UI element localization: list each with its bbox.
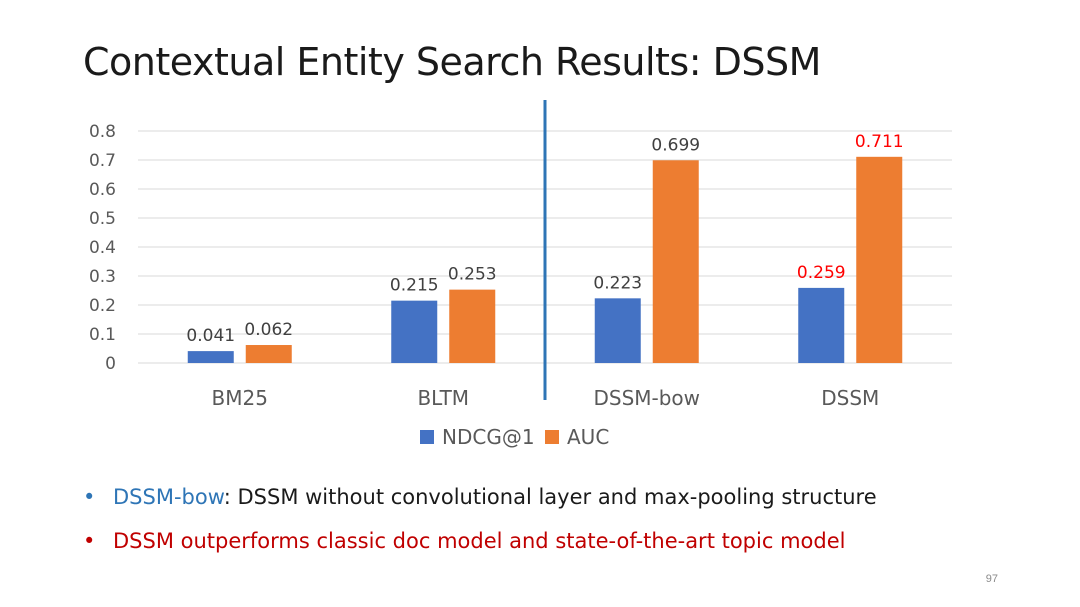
bar-auc <box>245 345 292 363</box>
x-tick-label: DSSM <box>821 386 879 410</box>
bullet-dot-icon: • <box>83 485 96 509</box>
legend-swatch <box>545 430 559 444</box>
bullet-item-dssm-bow: • DSSM-bow: DSSM without convolutional l… <box>83 482 877 512</box>
bullet-list: • DSSM-bow: DSSM without convolutional l… <box>83 482 877 570</box>
y-tick-label: 0.2 <box>89 296 116 316</box>
y-tick-label: 0 <box>105 354 116 374</box>
bar-auc <box>856 156 903 363</box>
x-tick-label: BM25 <box>212 386 268 410</box>
legend-swatch <box>420 430 434 444</box>
bullet-dot-icon: • <box>83 529 96 553</box>
data-label: 0.253 <box>448 265 497 285</box>
y-tick-label: 0.4 <box>89 238 116 258</box>
bar-chart: 0 0.1 0.2 0.3 0.4 0.5 0.6 0.7 0.8 0.041 0.062 BM25 0… <box>89 100 952 449</box>
data-label: 0.699 <box>651 135 700 155</box>
x-tick-label: BLTM <box>417 386 469 410</box>
y-tick-label: 0.3 <box>89 267 116 287</box>
page-number: 97 <box>985 573 998 585</box>
bar-ndcg-1 <box>594 298 641 363</box>
bullet-item-dssm-outperforms: • DSSM outperforms classic doc model and… <box>83 526 877 556</box>
bar-ndcg-1 <box>798 287 845 363</box>
data-label: 0.041 <box>186 326 235 346</box>
data-label: 0.259 <box>797 263 846 283</box>
y-tick-label: 0.1 <box>89 325 116 345</box>
bar-ndcg-1 <box>187 351 234 363</box>
data-label: 0.062 <box>244 320 293 340</box>
y-tick-label: 0.8 <box>89 122 116 142</box>
bullet-keyword: DSSM-bow <box>113 485 224 509</box>
y-tick-label: 0.6 <box>89 180 116 200</box>
legend-label: AUC <box>567 425 609 449</box>
bullet-text: DSSM outperforms classic doc model and s… <box>113 529 846 553</box>
bar-ndcg-1 <box>391 300 438 363</box>
bar-auc <box>652 160 699 363</box>
data-label: 0.215 <box>390 276 439 296</box>
y-tick-label: 0.5 <box>89 209 116 229</box>
legend-label: NDCG@1 <box>442 425 535 449</box>
x-tick-label: DSSM-bow <box>593 386 700 410</box>
bullet-text: : DSSM without convolutional layer and m… <box>223 485 877 509</box>
data-label: 0.711 <box>855 132 904 152</box>
slide-title: Contextual Entity Search Results: DSSM <box>83 40 821 84</box>
y-tick-label: 0.7 <box>89 151 116 171</box>
data-label: 0.223 <box>593 273 642 293</box>
bar-auc <box>449 289 496 363</box>
